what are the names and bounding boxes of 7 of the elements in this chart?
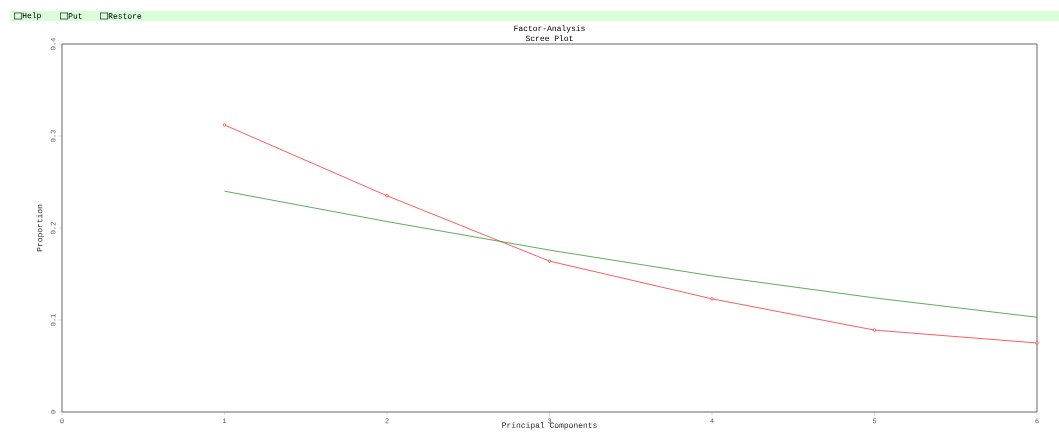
point <box>222 123 227 127</box>
point <box>872 328 877 332</box>
line-series <box>224 190 1038 318</box>
point <box>1035 341 1039 345</box>
point <box>385 194 389 198</box>
point <box>547 259 552 263</box>
point <box>710 297 714 301</box>
